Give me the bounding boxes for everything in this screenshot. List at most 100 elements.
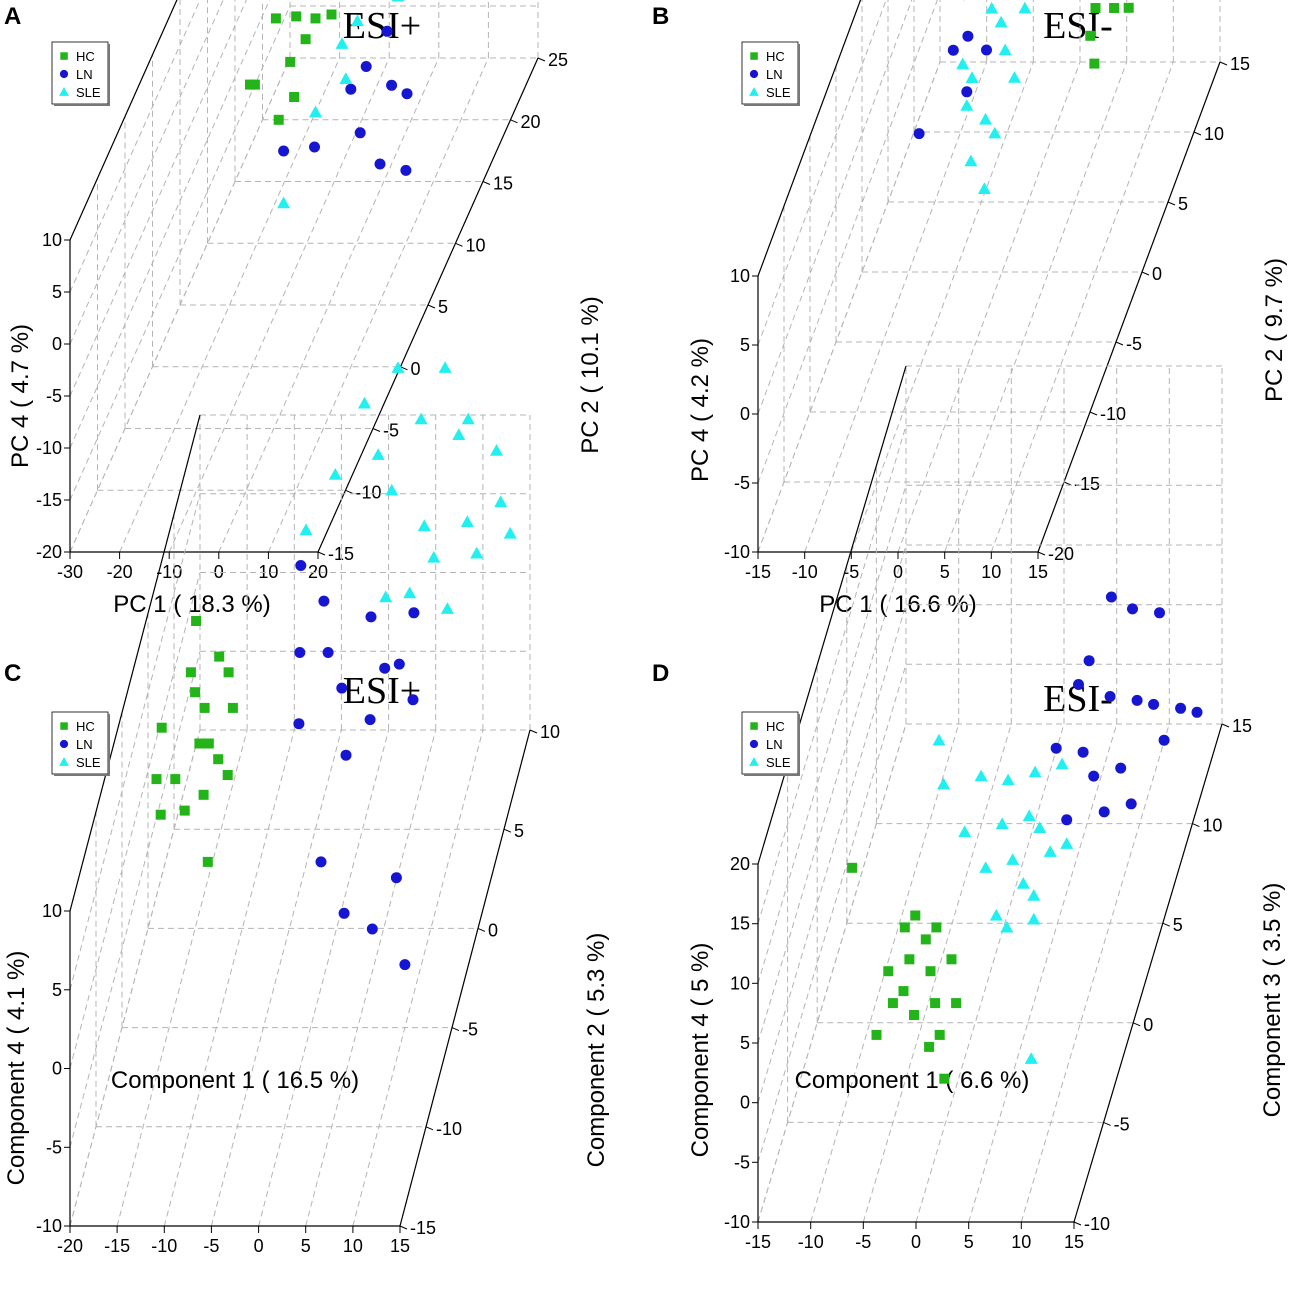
data-point-sle [979, 861, 993, 873]
data-point-hc [924, 1041, 935, 1052]
legend-marker-hc [750, 722, 758, 730]
grid [757, 0, 1221, 553]
data-point-ln [1131, 694, 1143, 706]
data-point-hc [289, 92, 300, 102]
z-tick-mark [537, 57, 546, 62]
data-point-ln [309, 141, 320, 153]
data-point-ln [1125, 798, 1137, 810]
gridline-floor [915, 723, 1065, 1223]
data-point-hc [285, 56, 296, 67]
gridline-floor [258, 729, 390, 1227]
z-tick-label: 0 [1143, 1015, 1153, 1035]
data-point-sle [932, 733, 946, 746]
data-point-hc [934, 1029, 945, 1040]
data-point-hc [899, 922, 910, 933]
z-tick-mark [1063, 481, 1072, 486]
x-tick-label: -10 [151, 1236, 177, 1256]
legend-marker-hc [750, 52, 758, 60]
z-tick-mark [345, 489, 353, 494]
z-tick-mark [427, 304, 436, 309]
z-tick-label: -5 [1126, 334, 1142, 354]
panel-a: A ESI+ -30 -20 -10 0 10 20-20-15-10-50510-15-… [4, 0, 604, 618]
data-point-hc [156, 722, 167, 733]
gridline-back-wall [757, 0, 862, 277]
box-edges [69, 414, 531, 1227]
data-point-sle [1006, 853, 1020, 865]
grid [69, 414, 531, 1227]
z-tick-label: 0 [1152, 264, 1162, 284]
legend: HC LN SLE [741, 711, 800, 776]
data-point-sle [1022, 809, 1036, 822]
z-tick-mark [1193, 131, 1202, 136]
data-point-ln [390, 872, 402, 884]
series-ln [1050, 591, 1203, 826]
series-sle [956, 1, 1032, 194]
x-tick-label: 0 [911, 1232, 921, 1252]
data-point-sle [438, 361, 452, 373]
data-point-ln [399, 959, 411, 971]
data-point-sle [440, 602, 454, 614]
data-point-hc [291, 11, 302, 22]
gridline-floor [210, 729, 342, 1227]
data-point-sle [985, 1, 999, 14]
data-point-hc [904, 954, 915, 965]
data-point-sle [994, 15, 1008, 28]
z-tick-mark [1167, 201, 1176, 206]
data-point-hc [179, 805, 190, 816]
z-tick-label: 15 [1230, 54, 1250, 74]
data-point-ln [1073, 679, 1084, 690]
x-tick-label: 10 [258, 562, 278, 582]
grid [757, 365, 1223, 1223]
data-point-ln [981, 44, 992, 56]
panel-title: ESI- [1043, 5, 1113, 47]
z-tick-label: -10 [1100, 404, 1126, 424]
y-axis-label: Component 4 ( 4.1 %) [3, 951, 30, 1186]
legend-label-hc: HC [766, 49, 785, 64]
series-hc [151, 616, 238, 867]
data-point-ln [338, 907, 350, 919]
y-tick-label: -10 [36, 1216, 62, 1236]
data-point-sle [470, 546, 484, 559]
y-tick-label: -5 [734, 1152, 750, 1172]
data-point-ln [947, 44, 959, 56]
data-point-sle [417, 519, 431, 532]
x-tick-label: 5 [301, 1236, 311, 1256]
series-sle [932, 733, 1074, 1064]
z-tick-mark [1192, 823, 1200, 828]
data-point-sle [1027, 912, 1041, 925]
gridline-back-wall [757, 0, 887, 346]
data-point-sle [414, 412, 428, 425]
data-point-hc [909, 1010, 919, 1020]
data-point-sle [964, 154, 978, 167]
x-tick-label: -30 [57, 562, 83, 582]
data-point-sle [974, 769, 988, 782]
y-tick-label: 10 [42, 230, 62, 250]
gridline-floor [305, 729, 437, 1227]
tick-labels: -30 -20 -10 0 10 20-20-15-10-50510-15-10-5051… [36, 50, 568, 582]
data-point-sle [1043, 845, 1057, 857]
x-tick-label: 5 [964, 1232, 974, 1252]
data-point-ln [278, 145, 290, 157]
panel-letter: C [4, 660, 21, 687]
gridline-floor [850, 61, 1034, 553]
gridline-back-wall [757, 544, 907, 1044]
data-point-sle [490, 444, 503, 456]
gridline-back-wall [69, 572, 201, 1069]
legend-marker-ln [59, 69, 69, 79]
z-tick-mark [455, 242, 463, 247]
data-point-ln [336, 682, 348, 694]
data-point-sle [1060, 837, 1074, 849]
data-point-sle [371, 448, 385, 460]
series-hc [847, 862, 962, 1084]
z-tick-label: 5 [1173, 915, 1183, 935]
data-point-hc [925, 966, 936, 977]
z-tick-label: -20 [1048, 544, 1074, 564]
data-point-hc [1123, 2, 1134, 13]
z-tick-label: 0 [488, 920, 498, 940]
z-tick-mark [1162, 922, 1170, 927]
y-axis-label: Component 4 ( 5 %) [687, 943, 714, 1158]
gridline-back-wall [757, 604, 907, 1103]
data-point-hc [1090, 3, 1101, 13]
data-point-ln [340, 749, 352, 761]
legend-label-hc: HC [76, 719, 95, 734]
